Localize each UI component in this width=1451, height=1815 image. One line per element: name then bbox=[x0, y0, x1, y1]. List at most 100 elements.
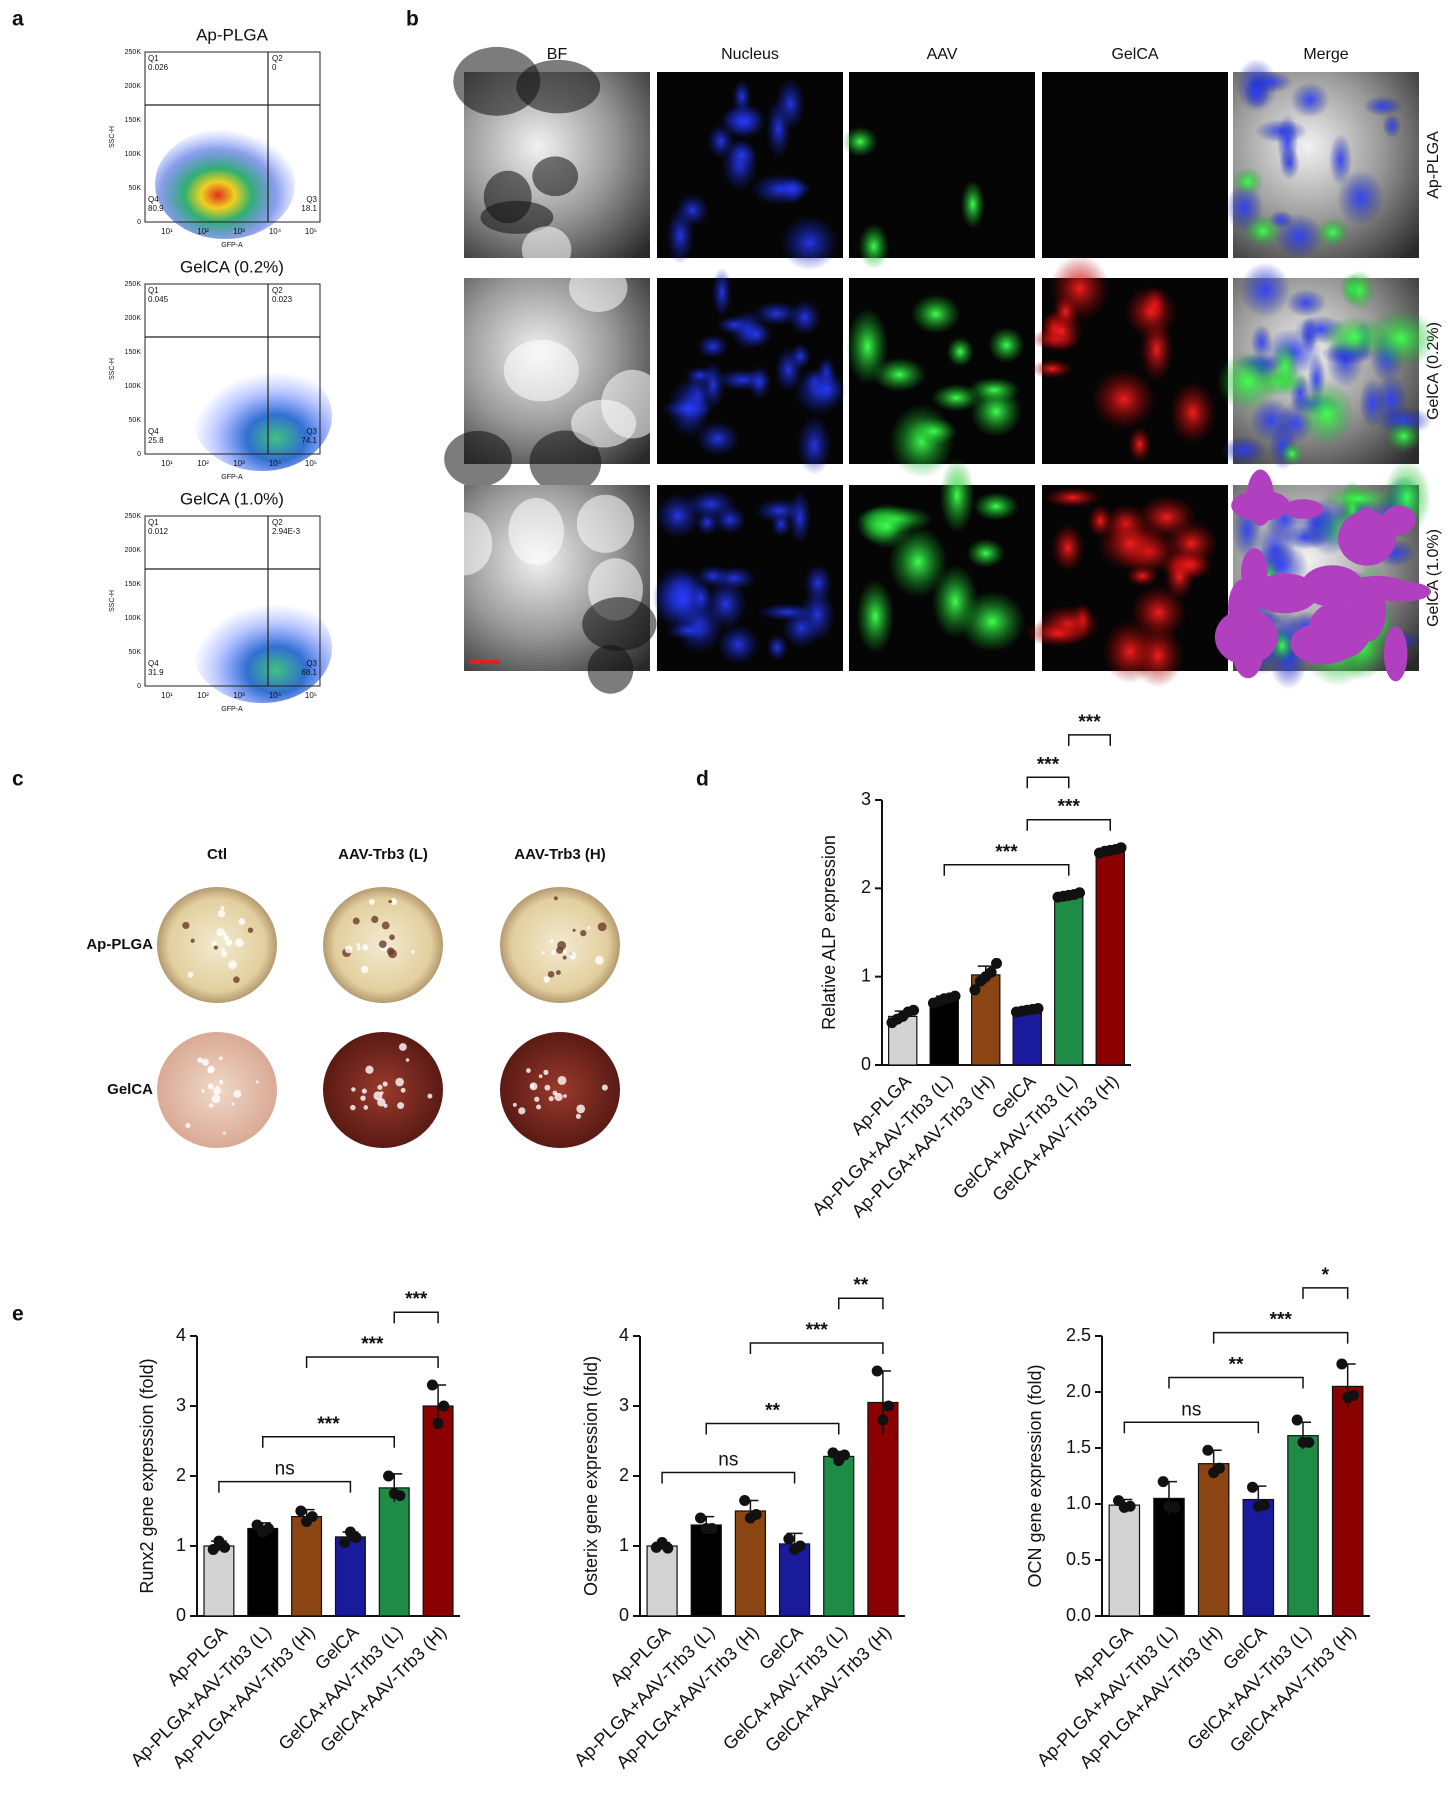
data-point bbox=[969, 984, 981, 996]
micrograph-texture bbox=[1280, 441, 1304, 466]
scaffold-texture bbox=[557, 1075, 567, 1085]
flow-x-label: GFP-A bbox=[221, 706, 243, 713]
data-point bbox=[739, 1495, 751, 1506]
micrograph-texture bbox=[1097, 515, 1163, 572]
micrograph-texture bbox=[888, 526, 948, 598]
scaffold-texture bbox=[211, 1094, 221, 1104]
data-point bbox=[783, 1533, 795, 1545]
scaffold-texture bbox=[398, 1043, 407, 1051]
micrograph-texture bbox=[1290, 622, 1357, 665]
scaffold-texture bbox=[360, 965, 369, 974]
significance-bracket bbox=[1168, 1376, 1304, 1389]
scaffold-texture bbox=[247, 927, 254, 933]
data-point bbox=[991, 957, 1003, 969]
y-tick-label: 4 bbox=[619, 1325, 629, 1345]
data-point bbox=[985, 966, 997, 978]
scaffold-texture bbox=[208, 1103, 214, 1108]
scaffold-texture bbox=[361, 1088, 367, 1094]
scaffold-texture bbox=[381, 921, 390, 930]
y-tick-label: 0 bbox=[176, 1605, 186, 1625]
significance-label: *** bbox=[405, 1289, 428, 1310]
scaffold-texture bbox=[233, 976, 240, 983]
flow-y-tick: 50K bbox=[129, 649, 142, 656]
micrograph-texture bbox=[958, 591, 1026, 653]
panel-label: d bbox=[696, 768, 709, 791]
significance-label: ns bbox=[1181, 1399, 1201, 1420]
flow-frame bbox=[144, 51, 321, 223]
micrograph-texture bbox=[727, 140, 757, 169]
scaffold-texture bbox=[228, 960, 237, 970]
data-point bbox=[295, 1505, 307, 1517]
micrograph-texture bbox=[966, 538, 1006, 568]
scaffold-texture bbox=[352, 917, 360, 925]
panel-label: a bbox=[12, 8, 24, 31]
scaffold-texture bbox=[383, 1103, 388, 1108]
micrograph-texture bbox=[571, 399, 637, 448]
micrograph-texture bbox=[1386, 420, 1422, 453]
quadrant-value: 2.94E-3 bbox=[272, 527, 301, 536]
quadrant-value: 68.1 bbox=[301, 668, 317, 677]
scaffold-texture bbox=[212, 1086, 221, 1095]
scaffold-texture bbox=[526, 1068, 531, 1073]
micrograph-texture bbox=[789, 342, 811, 370]
quadrant-label: Q4 bbox=[148, 659, 159, 668]
significance-label: ns bbox=[718, 1450, 738, 1471]
flow-x-tick: 10³ bbox=[233, 227, 245, 236]
micrograph-texture bbox=[529, 430, 602, 494]
micrograph-texture bbox=[766, 634, 789, 662]
scaffold-texture bbox=[233, 1089, 242, 1098]
micrograph-texture bbox=[665, 621, 713, 640]
scaffold-texture bbox=[373, 1091, 383, 1101]
flow-x-tick: 10² bbox=[197, 459, 209, 468]
scaffold-texture bbox=[357, 947, 361, 951]
scaffold-texture bbox=[201, 1089, 205, 1093]
column-label: GelCA bbox=[1111, 46, 1158, 63]
flow-y-label: SSC-H bbox=[109, 126, 116, 148]
scaffold-texture bbox=[360, 1095, 366, 1101]
micrograph-texture bbox=[797, 415, 832, 475]
micrograph-texture bbox=[1383, 626, 1408, 682]
scaffold-texture bbox=[221, 951, 228, 958]
flow-frame bbox=[144, 283, 321, 455]
quadrant-value: 31.9 bbox=[148, 668, 164, 677]
y-axis-label: Osterix gene expression (fold) bbox=[581, 1356, 601, 1596]
y-tick-label: 3 bbox=[861, 789, 871, 809]
flow-title: GelCA (0.2%) bbox=[180, 257, 284, 276]
scaffold-texture bbox=[575, 1113, 581, 1119]
micrograph-texture bbox=[911, 294, 961, 334]
significance-bracket bbox=[262, 1436, 395, 1448]
micrograph-texture bbox=[1283, 499, 1324, 519]
significance-label: *** bbox=[1270, 1310, 1293, 1331]
bar bbox=[203, 1545, 235, 1617]
micrograph-texture bbox=[1216, 350, 1279, 413]
data-point bbox=[339, 1537, 351, 1548]
significance-bracket bbox=[1026, 776, 1070, 789]
scaffold-texture bbox=[377, 1098, 386, 1107]
flow-y-tick: 150K bbox=[125, 349, 142, 356]
y-tick-label: 3 bbox=[619, 1395, 629, 1415]
data-point bbox=[883, 1400, 895, 1412]
significance-label: *** bbox=[995, 842, 1018, 863]
bar bbox=[247, 1527, 279, 1617]
significance-bracket bbox=[1123, 1421, 1260, 1434]
quadrant-label: Q4 bbox=[148, 427, 159, 436]
significance-label: *** bbox=[806, 1320, 829, 1341]
micrograph-texture bbox=[444, 430, 512, 487]
scaffold-texture bbox=[557, 940, 567, 950]
bar bbox=[1012, 1009, 1042, 1066]
scaffold-texture bbox=[405, 1058, 410, 1062]
bar bbox=[734, 1510, 767, 1617]
scaffold-texture bbox=[344, 945, 353, 954]
y-tick-label: 4 bbox=[176, 1325, 186, 1345]
y-tick-label: 0.5 bbox=[1066, 1549, 1091, 1569]
micrograph-texture bbox=[939, 457, 975, 534]
scaffold-texture bbox=[388, 949, 397, 959]
scaffold-texture bbox=[544, 1084, 551, 1091]
row-label: GelCA bbox=[107, 1081, 153, 1098]
data-point bbox=[695, 1512, 707, 1524]
scaffold-texture bbox=[207, 1083, 214, 1090]
scaffold-texture bbox=[400, 1087, 406, 1093]
stained-scaffold bbox=[500, 1032, 620, 1148]
